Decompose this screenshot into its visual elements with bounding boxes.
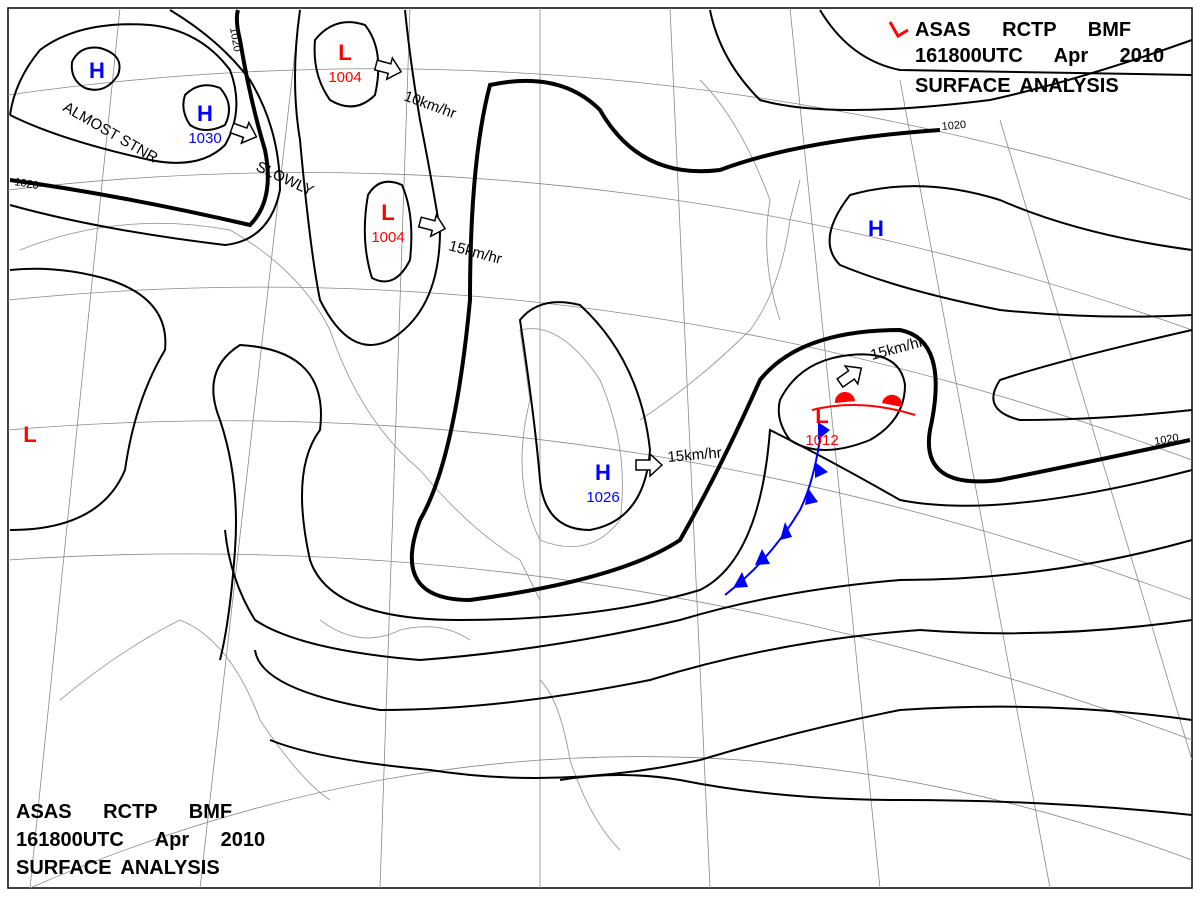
center-pressure: 1026 — [586, 489, 619, 506]
center-symbol: L — [815, 403, 828, 428]
cold-front — [724, 422, 830, 596]
motion-arrow — [417, 213, 447, 238]
header-low-icon — [888, 21, 909, 39]
header-line: ASAS RCTP BMF — [915, 19, 1131, 41]
center-pressure: 1004 — [328, 69, 361, 86]
pressure-centers: H H 1030 L 1004 L 1004 H L H 1026 L 1012 — [23, 40, 884, 506]
isobar-labels: 1020 1020 1020 1020 — [13, 26, 1179, 448]
isobars — [9, 9, 1193, 816]
motion-label: 15km/hr — [667, 444, 722, 466]
center-symbol: L — [381, 200, 394, 225]
center-symbol: H — [595, 460, 611, 485]
map-frame — [7, 7, 1193, 889]
footer-line: SURFACE ANALYSIS — [16, 857, 220, 879]
motion-arrow — [836, 364, 863, 389]
warm-front — [811, 391, 916, 416]
center-pressure: 1004 — [371, 229, 404, 246]
isobar-label: 1020 — [227, 26, 243, 52]
header-line: SURFACE ANALYSIS — [915, 75, 1119, 97]
isobar-label: 1020 — [941, 119, 966, 133]
isobar-label: 1020 — [1153, 432, 1179, 448]
center-symbol: L — [338, 40, 351, 65]
motion-arrow — [635, 452, 664, 478]
footer-line: 161800UTC Apr 2010 — [16, 829, 265, 851]
header-line: 161800UTC Apr 2010 — [915, 45, 1164, 67]
isobar-label: 1020 — [13, 176, 39, 192]
center-symbol: H — [89, 58, 105, 83]
center-symbol: H — [868, 216, 884, 241]
center-pressure: 1030 — [188, 130, 221, 147]
footer-line: ASAS RCTP BMF — [16, 801, 232, 823]
center-symbol: L — [23, 422, 36, 447]
motion-arrow — [373, 56, 403, 81]
graticule — [7, 7, 1193, 889]
motion-arrow — [229, 120, 258, 145]
center-pressure: 1012 — [805, 432, 838, 449]
center-symbol: H — [197, 101, 213, 126]
